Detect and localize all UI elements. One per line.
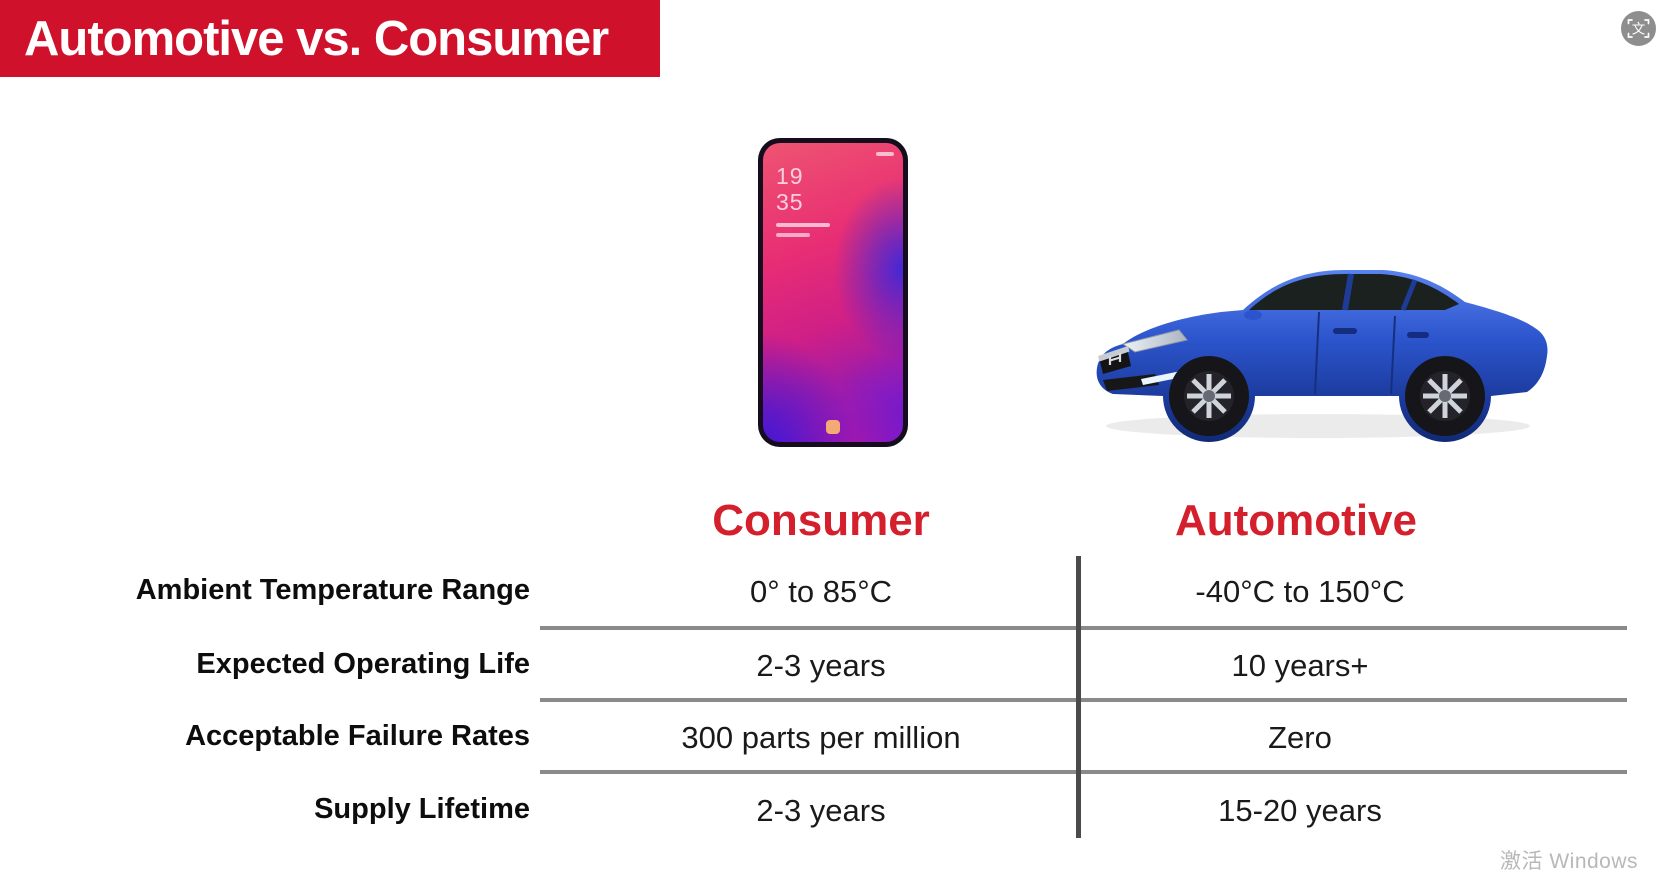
- consumer-failure-rates: 300 parts per million: [681, 720, 961, 755]
- automotive-car-image: [1096, 270, 1548, 442]
- automotive-operating-life: 10 years+: [1231, 648, 1369, 683]
- phone-clock-hours: 19: [776, 163, 804, 189]
- phone-clock: 19 35: [776, 163, 804, 215]
- phone-camera-icon: [826, 420, 840, 434]
- automotive-failure-rates: Zero: [1268, 720, 1332, 755]
- row-label-operating-life: Expected Operating Life: [196, 648, 530, 680]
- car-door-handle-front: [1333, 328, 1357, 334]
- car-front-wheel: [1169, 356, 1249, 436]
- car-headlight: [1121, 329, 1188, 353]
- row-divider-2: [540, 698, 1627, 702]
- car-door-seams: [1314, 311, 1396, 395]
- automotive-ambient-temperature: -40°C to 150°C: [1195, 574, 1405, 609]
- translate-glyph: 文: [1632, 22, 1646, 37]
- car-greenhouse: [1249, 274, 1459, 310]
- translate-icon: 文: [1627, 19, 1650, 38]
- car-b-pillar: [1342, 273, 1354, 311]
- car-grille-chrome-bar: [1098, 346, 1130, 362]
- consumer-phone-image: 19 35: [758, 138, 908, 447]
- consumer-supply-lifetime: 2-3 years: [756, 793, 886, 828]
- windows-activation-watermark: 激活 Windows: [1500, 850, 1639, 873]
- car-c-pillar: [1400, 279, 1418, 311]
- car-honda-logo: [1108, 353, 1122, 365]
- row-label-ambient-temperature: Ambient Temperature Range: [135, 574, 530, 606]
- translate-button[interactable]: 文: [1621, 11, 1656, 46]
- row-label-supply-lifetime: Supply Lifetime: [314, 793, 530, 825]
- row-divider-3: [540, 770, 1627, 774]
- car-door-handle-rear: [1407, 332, 1429, 338]
- phone-clock-minutes: 35: [776, 189, 804, 215]
- column-divider: [1076, 556, 1081, 838]
- consumer-operating-life: 2-3 years: [756, 648, 886, 683]
- phone-status-icons: [876, 152, 894, 156]
- row-divider-1: [540, 626, 1627, 630]
- phone-screen: 19 35: [763, 143, 903, 442]
- consumer-ambient-temperature: 0° to 85°C: [750, 574, 892, 609]
- car-grille: [1099, 348, 1131, 374]
- row-label-failure-rates: Acceptable Failure Rates: [185, 720, 530, 752]
- car-drl-strip: [1141, 371, 1183, 385]
- automotive-column-header: Automotive: [1175, 496, 1417, 545]
- automotive-supply-lifetime: 15-20 years: [1218, 793, 1382, 828]
- title-banner: Automotive vs. Consumer: [0, 0, 660, 77]
- consumer-column-header: Consumer: [712, 496, 930, 545]
- car-rear-wheel: [1405, 356, 1485, 436]
- page-title: Automotive vs. Consumer: [24, 11, 609, 66]
- car-mirror: [1244, 310, 1262, 320]
- phone-date-line: [776, 223, 830, 227]
- phone-weather-line: [776, 233, 810, 237]
